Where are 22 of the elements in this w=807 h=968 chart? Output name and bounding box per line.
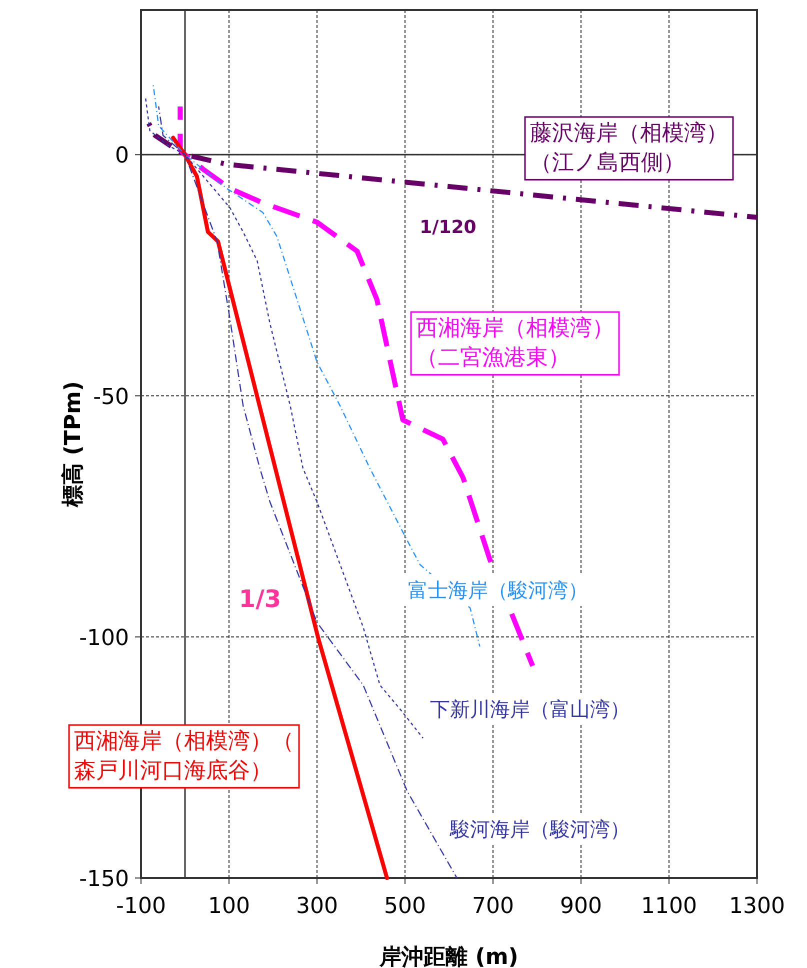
x-tick-label: 1300	[729, 894, 785, 919]
series-label: 富士海岸（駿河湾）	[408, 578, 588, 602]
y-tick-label: 0	[115, 144, 129, 169]
x-tick-label: 700	[472, 894, 514, 919]
x-tick-label: -100	[116, 894, 166, 919]
series-label: 駿河海岸（駿河湾）	[449, 817, 630, 841]
x-tick-label: 1100	[641, 894, 697, 919]
x-axis-title: 岸沖距離 (m)	[378, 945, 518, 968]
x-tick-label: 300	[296, 894, 338, 919]
series-label: 西湘海岸（相模湾）（二宮漁港東）	[416, 316, 614, 371]
series-label: 下新川海岸（富山湾）	[430, 697, 630, 721]
y-axis-title: 標高 (TPm)	[60, 381, 86, 508]
annotation: 1/3	[238, 585, 282, 613]
y-tick-label: -150	[79, 867, 129, 892]
x-tick-label: 100	[208, 894, 250, 919]
x-tick-label: 900	[560, 894, 602, 919]
y-tick-label: -100	[79, 626, 129, 651]
series-label: 藤沢海岸（相模湾）（江ノ島西側）	[530, 121, 728, 176]
x-tick-label: 500	[384, 894, 426, 919]
y-tick-label: -50	[93, 384, 129, 410]
text: 西湘海岸（相模湾）（森戸川河口海底谷）	[74, 729, 294, 784]
annotation: 1/120	[420, 217, 476, 238]
